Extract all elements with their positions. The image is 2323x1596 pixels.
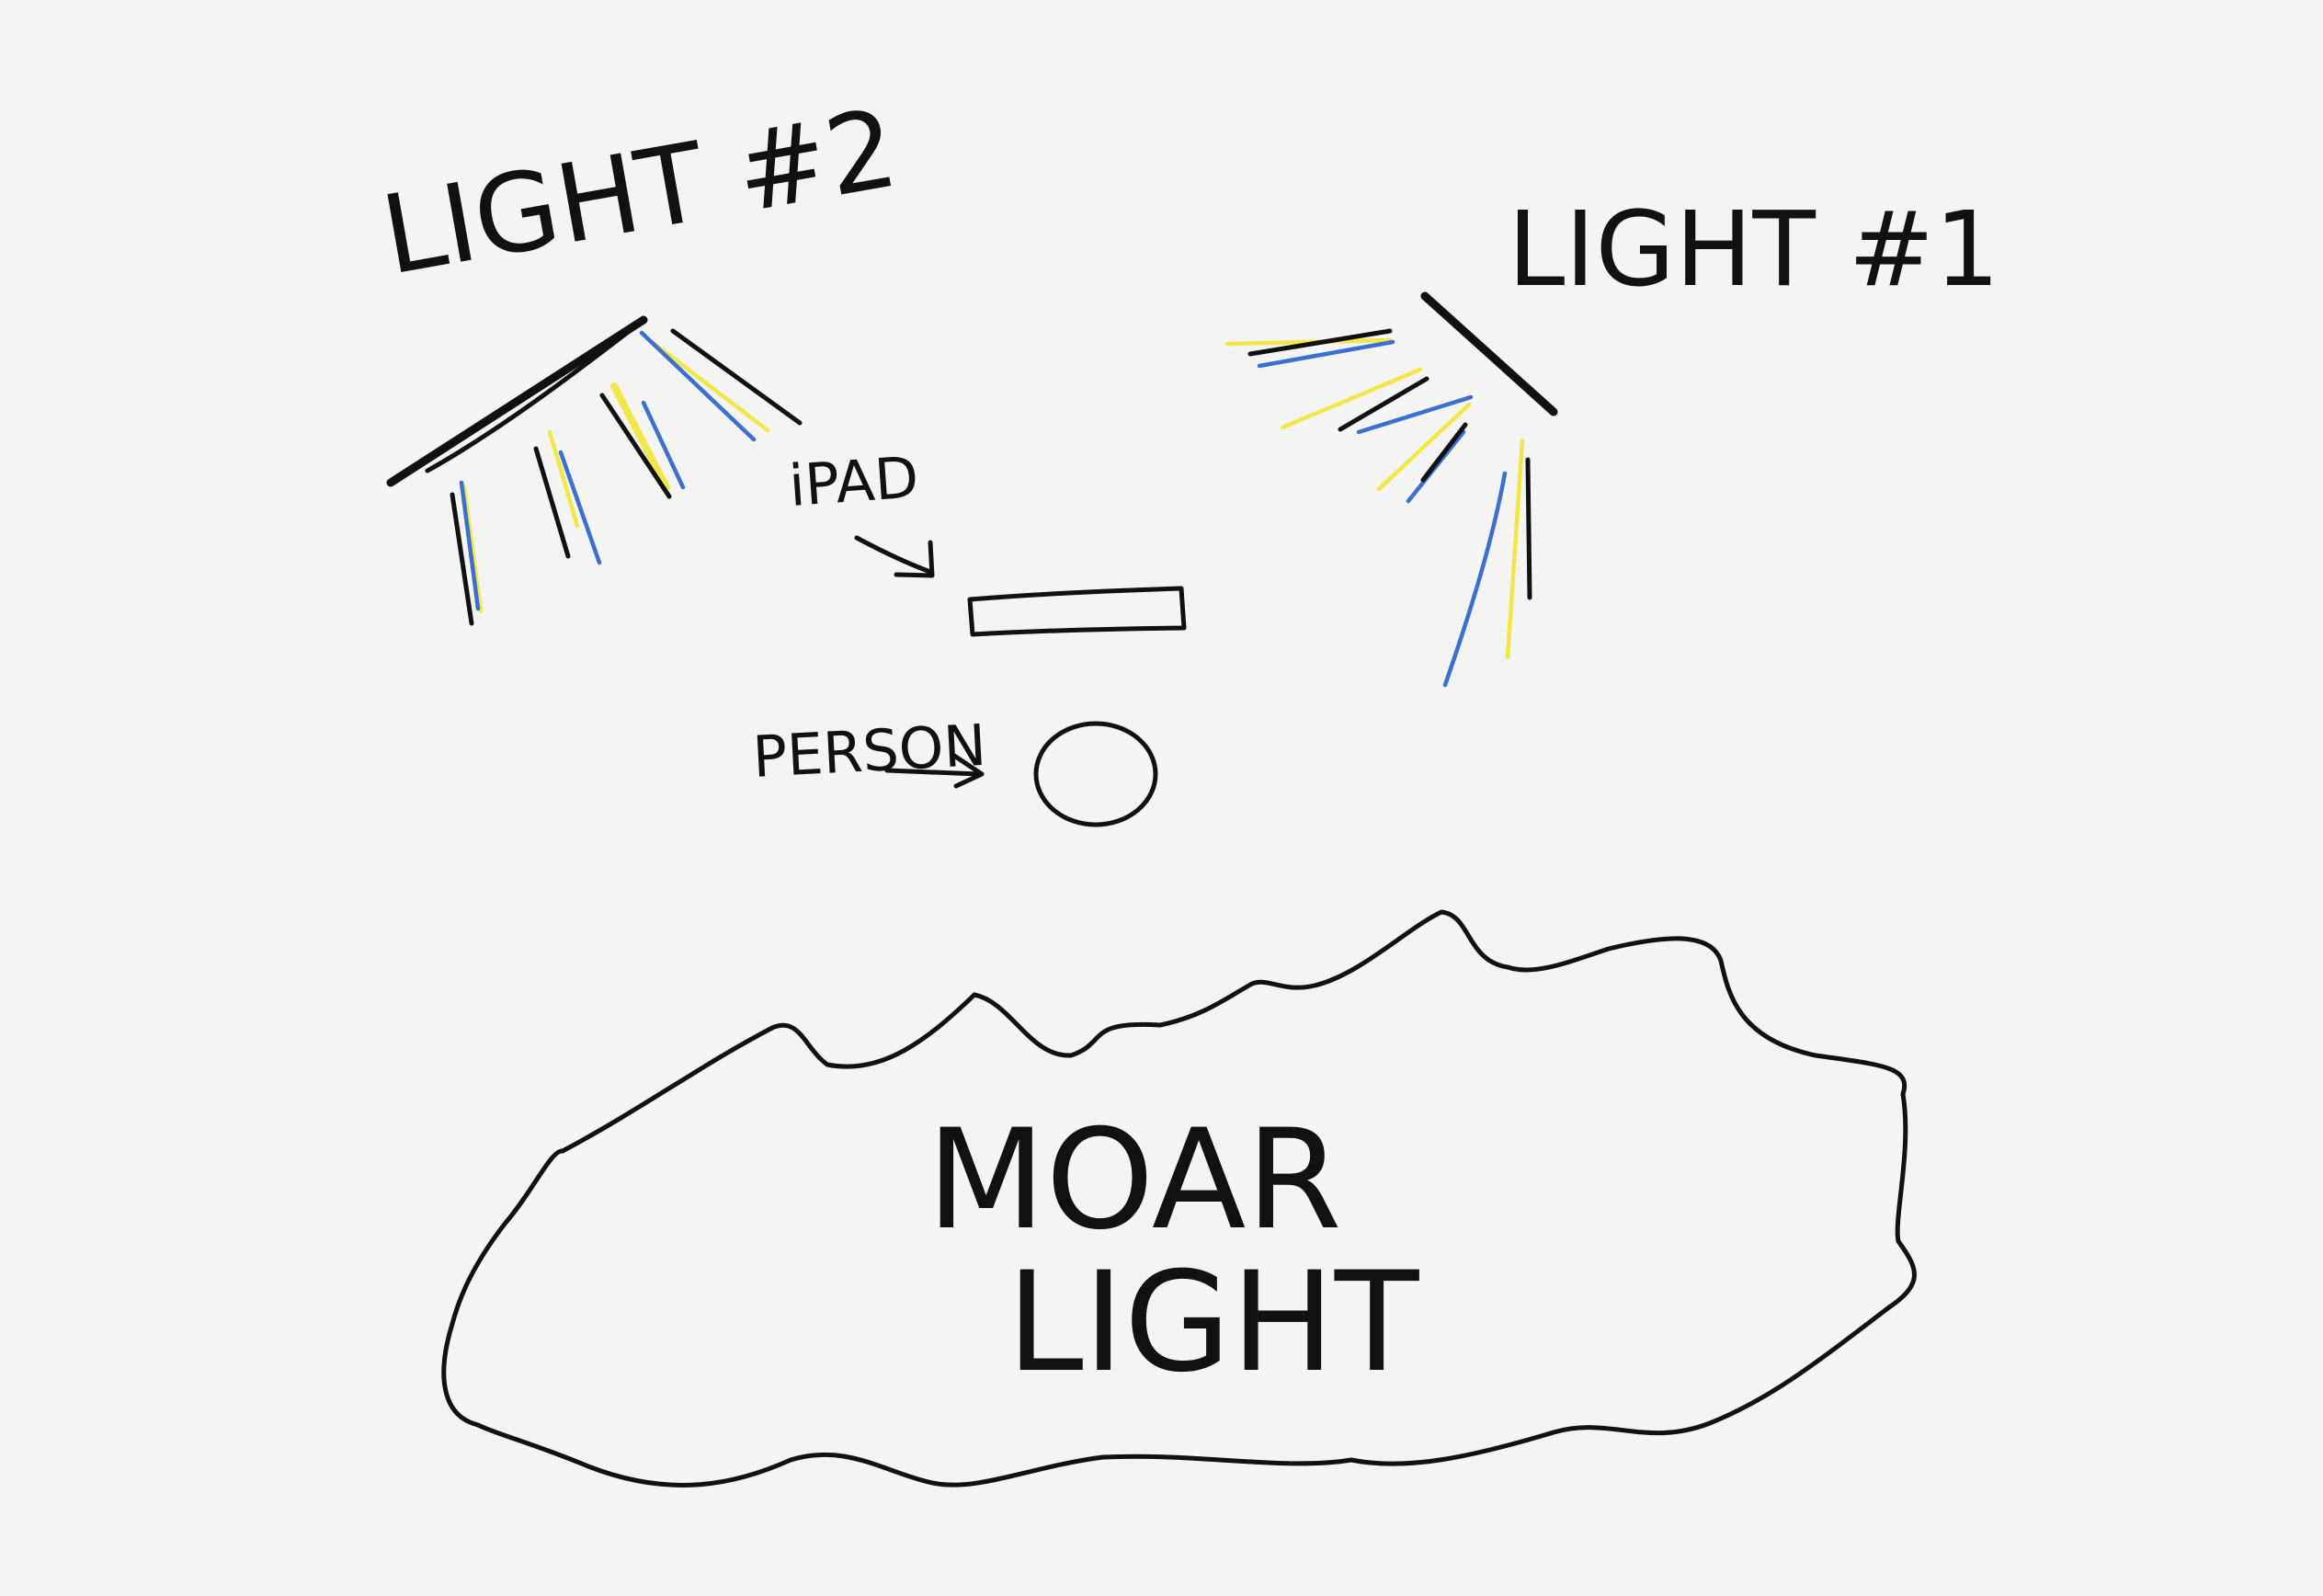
- cloud-outline-icon: [441, 909, 1917, 1488]
- light-label: LIGHT: [1007, 1243, 1420, 1403]
- light-1-rays: [1224, 328, 1532, 688]
- ipad-arrow-icon: [854, 535, 933, 575]
- light-1-bar-icon: [1420, 291, 1558, 416]
- light-2-bar-edge: [425, 321, 642, 473]
- moar-light-cloud: MOAR LIGHT: [441, 909, 1917, 1488]
- light-2-bar-icon: [386, 315, 648, 487]
- person-circle-icon: [1033, 721, 1158, 827]
- ipad-rectangle-icon: [967, 586, 1187, 637]
- person-arrow-icon: [884, 768, 982, 777]
- light-1-label: LIGHT #1: [1508, 190, 2000, 310]
- ipad-label: iPAD: [787, 443, 921, 519]
- light-2-label: LIGHT #2: [373, 85, 906, 300]
- light-2: LIGHT #2: [373, 85, 906, 626]
- light-2-rays: [450, 328, 803, 626]
- person-label: PERSON: [751, 712, 988, 791]
- person: PERSON: [751, 712, 1158, 827]
- moar-label: MOAR: [927, 1100, 1342, 1260]
- ipad: iPAD: [787, 443, 1187, 637]
- light-1: LIGHT #1: [1224, 190, 2000, 688]
